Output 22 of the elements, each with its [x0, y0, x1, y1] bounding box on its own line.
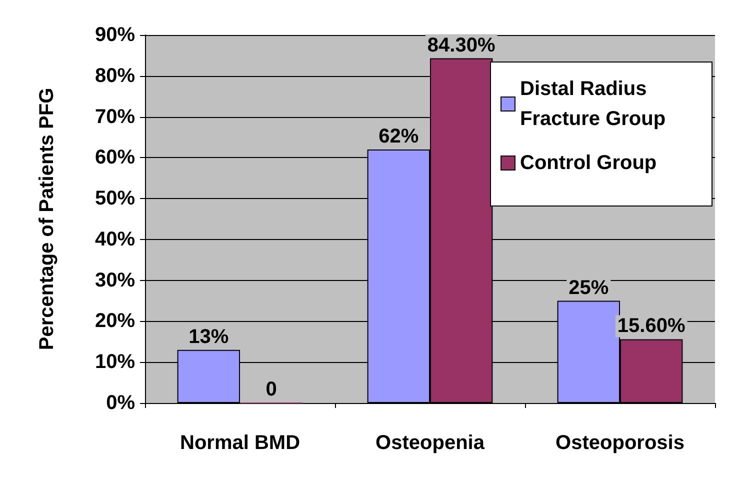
data-label: 62%: [378, 125, 419, 148]
legend-label: Distal Radius Fracture Group: [520, 78, 666, 130]
y-tick-label: 30%: [94, 269, 136, 292]
data-label: 15.60%: [617, 315, 686, 338]
y-axis-title: Percentage of Patients PFG: [36, 88, 58, 350]
y-tick-label: 40%: [94, 228, 136, 250]
x-tick-label: Normal BMD: [180, 432, 300, 454]
data-label: 13%: [188, 326, 229, 348]
x-tick-label: Osteopenia: [376, 432, 486, 454]
y-tick-label: 50%: [94, 188, 136, 210]
legend-label: Control Group: [520, 152, 657, 174]
y-tick-label: 20%: [94, 310, 136, 332]
data-label: 0: [266, 378, 277, 400]
data-label: 84.30%: [427, 34, 496, 56]
x-tick-label: Osteoporosis: [556, 432, 684, 454]
y-tick-label: 90%: [94, 24, 136, 46]
y-tick-label: 0%: [106, 392, 136, 414]
y-tick-label: 70%: [94, 106, 136, 128]
y-tick-label: 60%: [94, 146, 136, 169]
y-tick-label: 10%: [94, 351, 136, 374]
y-tick-label: 80%: [94, 64, 136, 87]
data-label: 25%: [568, 276, 609, 299]
